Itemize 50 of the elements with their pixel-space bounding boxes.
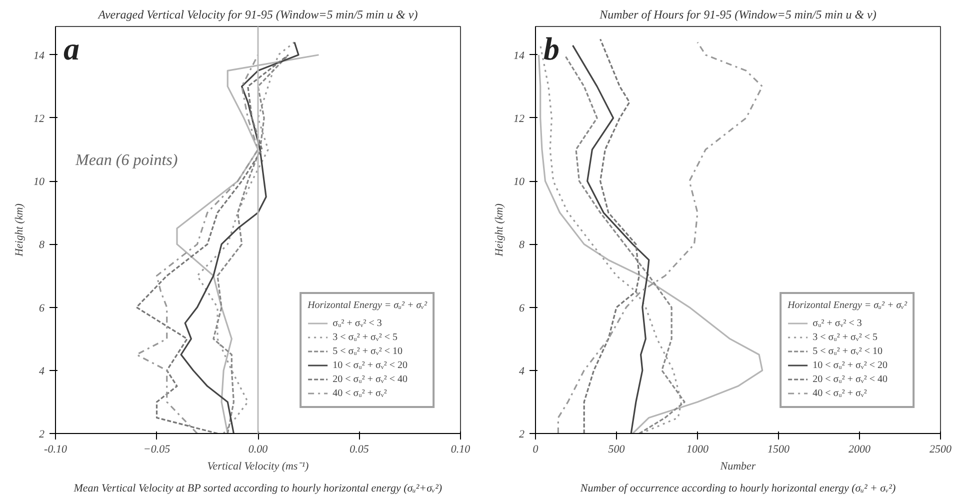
y-tick-label: 8 <box>519 239 525 252</box>
annotation: b <box>544 30 560 66</box>
x-tick-label: 2500 <box>930 444 952 456</box>
chart-title: Averaged Vertical Velocity for 91-95 (Window=5 min/5 min u & v) <box>97 8 418 22</box>
x-tick-label: 0.00 <box>248 444 268 456</box>
legend-label: 3 < σᵤ² + σᵥ² < 5 <box>812 330 878 344</box>
legend-label: 40 < σᵤ² + σᵥ² <box>332 386 387 400</box>
y-tick-label: 10 <box>514 176 525 188</box>
y-tick-label: 12 <box>514 112 525 125</box>
x-tick-label: 2000 <box>848 444 871 456</box>
text: Number of occurrence according to hourly horizontal energy (σᵤ² + σᵥ²) <box>579 482 896 494</box>
y-tick-label: 6 <box>39 302 45 314</box>
y-tick-label: 6 <box>519 302 525 314</box>
x-axis-title: Vertical Velocity (ms⁻¹) <box>207 460 310 472</box>
x-tick-label: 0.10 <box>450 444 471 456</box>
chart-title: Number of Hours for 91-95 (Window=5 min/5 min u & v) <box>598 8 876 22</box>
x-tick-label: 500 <box>608 444 626 456</box>
y-tick-label: 4 <box>39 365 45 378</box>
x-tick-label: 0.05 <box>350 444 370 456</box>
legend-title: Horizontal Energy = σᵤ² + σᵥ² <box>308 300 427 311</box>
legend-title: Horizontal Energy = σᵤ² + σᵥ² <box>788 300 907 311</box>
y-tick-label: 10 <box>34 176 45 188</box>
legend-label: 3 < σᵤ² + σᵥ² < 5 <box>332 330 398 344</box>
y-tick-label: 14 <box>34 50 45 62</box>
legend-label: 10 < σᵤ² + σᵥ² < 20 <box>812 358 888 372</box>
text: Mean Vertical Velocity at BP sorted according to hourly horizontal energy (σᵤ²+σᵥ²) <box>72 482 442 494</box>
y-tick-label: 2 <box>519 428 525 440</box>
x-tick-label: 0 <box>532 444 539 456</box>
x-tick-label: -0.10 <box>44 444 68 456</box>
x-tick-label: −0.05 <box>143 444 171 456</box>
legend-label: 5 < σᵤ² + σᵥ² < 10 <box>812 344 882 358</box>
y-tick-label: 14 <box>514 50 525 62</box>
y-tick-label: 12 <box>34 112 45 125</box>
y-axis-title: Height (km) <box>494 203 506 258</box>
y-tick-label: 2 <box>39 428 45 440</box>
legend-label: σᵤ² + σᵥ² < 3 <box>332 316 382 330</box>
y-tick-label: 8 <box>39 239 45 252</box>
y-tick-label: 4 <box>519 365 525 378</box>
y-axis-title: Height (km) <box>14 203 26 258</box>
legend-label: 20 < σᵤ² + σᵥ² < 40 <box>332 372 408 386</box>
legend-label: 5 < σᵤ² + σᵥ² < 10 <box>332 344 402 358</box>
legend-label: 20 < σᵤ² + σᵥ² < 40 <box>812 372 888 386</box>
x-tick-label: 1000 <box>686 444 709 456</box>
annotation: Mean (6 points) <box>74 152 178 169</box>
x-tick-label: 1500 <box>768 444 790 456</box>
legend-label: σᵤ² + σᵥ² < 3 <box>812 316 862 330</box>
annotation: a <box>64 30 80 66</box>
legend-label: 40 < σᵤ² + σᵥ² <box>812 386 867 400</box>
legend-label: 10 < σᵤ² + σᵥ² < 20 <box>332 358 408 372</box>
x-axis-title: Number <box>719 460 756 472</box>
